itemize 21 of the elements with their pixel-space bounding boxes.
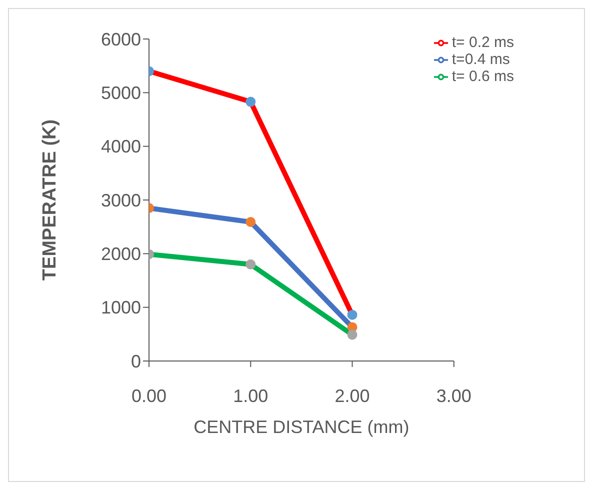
point: [246, 217, 256, 228]
y-tick-label: 2000: [100, 244, 141, 264]
x-tick-label: 2.00: [334, 386, 370, 406]
x-tick-label: 3.00: [436, 386, 472, 406]
y-tick-label: 4000: [100, 136, 141, 157]
legend-label: t= 0.2 ms: [452, 34, 514, 51]
x-axis-title: CENTRE DISTANCE (mm): [194, 417, 410, 437]
y-tick-label: 1000: [100, 298, 141, 318]
x-tick-label: 0.00: [131, 386, 167, 406]
point: [347, 310, 358, 320]
x-tick-label: 1.00: [233, 386, 268, 406]
y-tick-label: 5000: [100, 83, 141, 104]
point: [246, 259, 256, 270]
legend-label: t=0.4 ms: [452, 51, 510, 68]
y-tick-label: 3000: [100, 190, 141, 210]
y-tick-label: 0: [130, 351, 141, 372]
y-axis-title: TEMPERATRE (K): [40, 119, 61, 281]
point: [347, 330, 358, 340]
y-tick-label: 6000: [100, 29, 141, 50]
point: [246, 96, 256, 107]
legend-label: t= 0.6 ms: [452, 68, 514, 85]
